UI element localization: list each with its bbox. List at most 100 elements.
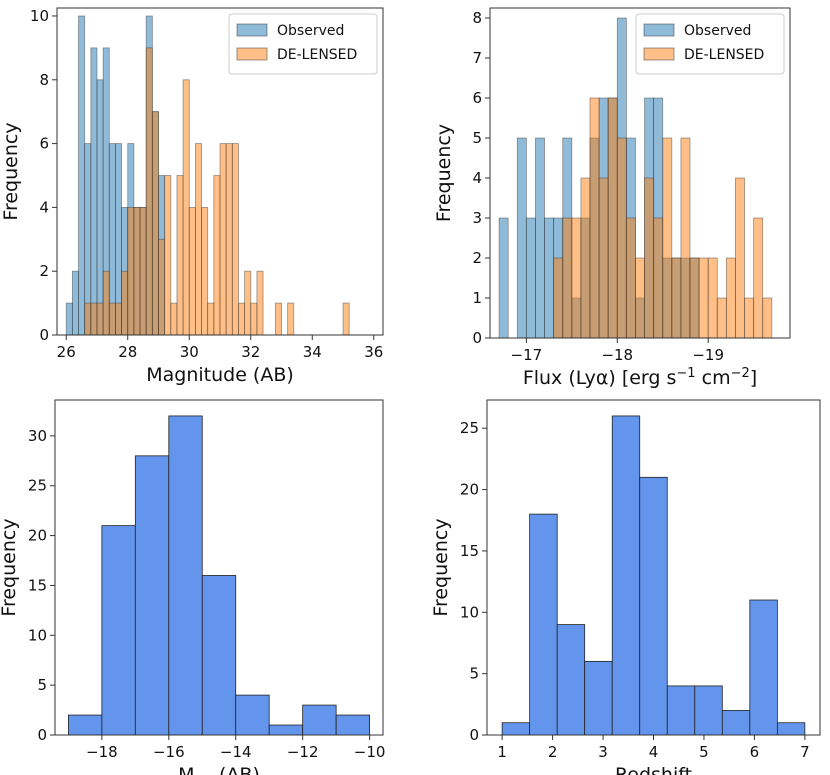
y-tick-label: 8 [39,71,49,89]
y-tick-label: 5 [37,676,47,694]
bar [139,206,147,336]
y-tick-label: 15 [460,542,479,560]
bar [235,694,270,736]
bar [170,302,178,336]
bar [78,15,86,336]
bar [698,257,709,339]
bar [188,206,196,336]
y-tick-label: 7 [472,49,482,67]
y-tick-label: 3 [472,209,482,227]
y-axis-label: Frequency [433,124,455,222]
bar [562,217,573,339]
bar [207,302,215,336]
x-axis-label: Magnitude (AB) [146,364,294,386]
x-tick-label: 5 [699,743,709,761]
bar [201,575,237,736]
x-tick-label: 1 [497,743,507,761]
x-axis-label-part: −1 [676,366,695,381]
bar [707,257,718,339]
plot-frame [489,7,791,339]
bar [516,137,527,339]
bar [244,270,252,336]
bar [67,714,103,736]
bar [302,704,337,736]
bar [134,455,170,736]
bar [182,79,190,336]
x-axis-label-part: (AB) [213,764,260,775]
x-tick-label: −16 [153,743,185,761]
x-axis-label: MUV (AB) [178,764,260,775]
bar [721,710,751,736]
bar [225,143,233,336]
panel: 26 28 30 32 34 36 0 2 4 6 8 10 Magnitude (AB) Frequen… [0,7,384,386]
bar [108,302,116,336]
legend-label: Observed [684,23,751,39]
x-tick-label: −18 [86,743,118,761]
x-tick-label: −18 [601,346,633,364]
y-tick-label: 1 [472,289,482,307]
bar [535,137,545,339]
bar [556,624,586,736]
bar [238,302,246,336]
bar [762,297,773,339]
bar [611,415,641,736]
bar [90,302,98,336]
y-tick-label: 0 [37,726,47,744]
bar [571,217,582,339]
bar [194,143,202,336]
bar [274,302,282,336]
x-tick-label: 30 [180,343,199,361]
y-tick-label: 2 [472,249,482,267]
bar [529,513,558,736]
bar [335,714,371,736]
bar [639,476,668,736]
bar [689,257,700,339]
y-tick-label: 10 [28,626,47,644]
bar [716,297,727,339]
bar [607,97,618,339]
bar [666,685,696,736]
y-axis-label: Frequency [0,122,22,220]
y-tick-label: 4 [472,169,482,187]
y-tick-label: 30 [28,427,47,445]
bar [84,302,92,336]
bar [753,217,764,339]
y-tick-label: 6 [472,89,482,107]
bar [735,177,745,339]
legend-swatch [236,23,268,37]
x-axis-label-part: Flux (Lyα) [erg s [523,367,677,389]
y-tick-label: 15 [28,576,47,594]
bar [96,302,104,336]
bar [694,685,723,736]
y-tick-label: 25 [28,477,47,495]
bar [168,415,203,736]
x-axis-label: Flux (Lyα) [erg s−1 cm−2] [523,366,757,389]
legend-label: DE-LENSED [277,47,357,63]
bar [127,206,135,336]
y-tick-label: 0 [472,329,482,347]
y-tick-label: 5 [469,665,479,683]
legend-swatch [643,47,675,61]
bar [589,97,600,339]
y-tick-label: 6 [39,135,49,153]
bar [498,217,509,339]
bar [102,270,110,336]
bar [287,302,295,336]
bar [584,660,613,736]
x-axis-label: Redshift [615,764,692,775]
bar [65,302,73,336]
legend-swatch [643,23,675,37]
bar [164,175,172,336]
bar [158,238,166,336]
bar [653,217,664,339]
panel: −18 −16 −14 −12 −10 0 5 10 15 20 25 30 MUV (AB) Frequ… [0,399,385,775]
legend-label: Observed [277,23,344,39]
bar [133,206,141,336]
x-tick-label: 4 [649,743,659,761]
bar [342,302,350,336]
bar [96,79,104,336]
x-tick-label: −17 [511,346,543,364]
x-tick-label: 26 [57,343,76,361]
x-tick-label: 3 [598,743,608,761]
